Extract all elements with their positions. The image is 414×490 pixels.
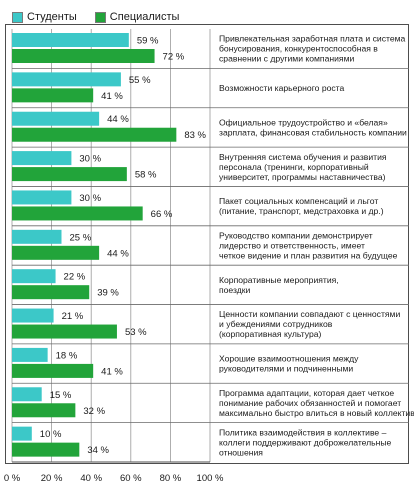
bar-students [12, 269, 56, 284]
category-label-line: Руководство компании демонстрирует [219, 231, 373, 241]
bar-students [12, 33, 129, 47]
category-label: Политика взаимодействия в коллективе – ко… [219, 427, 392, 457]
data-label: 41 % [101, 91, 123, 102]
category-label-line: поездки [219, 285, 251, 295]
legend-swatch-students [12, 11, 23, 23]
data-label: 39 % [97, 288, 119, 299]
bar-specialists [12, 245, 100, 260]
bar-specialists [12, 206, 143, 221]
category-label-line: университет, программы наставничества) [219, 172, 386, 182]
bar-students [12, 151, 72, 166]
data-label: 15 % [50, 390, 72, 401]
bar-specialists [12, 324, 117, 339]
bar-specialists [12, 285, 90, 300]
category-label-line: (корпоративная культура) [219, 329, 322, 339]
category-label-line: руководителями и подчиненными [219, 364, 353, 374]
category-label-line: и убеждениями сотрудников [219, 319, 333, 329]
category-label-line: отношения [219, 447, 263, 457]
legend: Студенты Специалисты [12, 10, 197, 24]
category-label-line: сравнении с другими компаниями [219, 54, 354, 64]
x-tick-label: 60 % [120, 473, 142, 484]
data-label: 44 % [107, 114, 129, 125]
category-label-line: Ценности компании совпадают с ценностями [219, 309, 400, 319]
data-label: 58 % [135, 170, 157, 181]
category-label: Программа адаптации, которая дает четкое… [219, 388, 414, 418]
bar-specialists [12, 363, 94, 378]
x-tick-label: 20 % [41, 473, 63, 484]
bar-specialists [12, 442, 80, 457]
category-label-line: коллеги поддерживают доброжелательные [219, 437, 392, 447]
category-label-line: лидерство и ответственность, имеет [219, 241, 365, 251]
category-label-line: Программа адаптации, которая дает четкое [219, 388, 394, 398]
data-label: 66 % [151, 209, 173, 220]
category-label-line: зарплата, финансовая стабильность компан… [219, 127, 407, 137]
legend-label-students: Студенты [27, 11, 77, 23]
chart-frame [5, 24, 409, 464]
data-label: 59 % [137, 36, 159, 47]
bar-specialists [12, 88, 94, 103]
category-label-line: Официальное трудоустройство и «белая» [219, 117, 388, 127]
x-tick-label: 80 % [160, 473, 182, 484]
category-label-line: понимание рабочих обязанностей и помогае… [219, 398, 401, 408]
category-label: Официальное трудоустройство и «белая» зар… [219, 117, 407, 137]
bar-specialists [12, 49, 155, 63]
category-label-line: бонусирования, конкурентоспособная в [219, 44, 378, 54]
category-label-line: персонала (тренинги, корпоративный [219, 162, 369, 172]
data-label: 53 % [125, 327, 147, 338]
legend-swatch-specialists [94, 11, 106, 23]
data-label: 22 % [64, 272, 86, 283]
bar-students [12, 347, 48, 362]
category-label-line: Политика взаимодействия в коллективе – [219, 427, 387, 437]
data-label: 10 % [40, 429, 62, 440]
category-label: Ценности компании совпадают с ценностями… [219, 309, 400, 339]
category-label-line: Возможности карьерного роста [219, 83, 345, 93]
bar-students [12, 72, 121, 87]
category-label-line: Пакет социальных компенсаций и льгот [219, 196, 378, 206]
x-tick-label: 40 % [80, 473, 102, 484]
category-label-line: Внутренняя система обучения и развития [219, 152, 387, 162]
bar-students [12, 190, 72, 205]
legend-item-specialists: Специалисты [94, 11, 180, 23]
bar-students [12, 387, 42, 402]
category-label: Привлекательная заработная плата и систе… [219, 34, 406, 64]
data-label: 41 % [101, 366, 123, 377]
legend-label-specialists: Специалисты [109, 11, 180, 23]
x-tick-label: 0 % [4, 473, 21, 484]
data-label: 55 % [129, 75, 151, 86]
data-label: 25 % [70, 232, 92, 243]
category-label: Хорошие взаимоотношения между руководител… [219, 354, 359, 374]
x-tick-label: 100 % [197, 473, 224, 484]
bar-specialists [12, 127, 177, 142]
bar-students [12, 308, 54, 323]
category-label: Внутренняя система обучения и развития пе… [219, 152, 387, 182]
category-label-line: Корпоративные мероприятия, [219, 275, 339, 285]
data-label: 44 % [107, 248, 129, 259]
category-label: Пакет социальных компенсаций и льгот (пит… [219, 196, 384, 216]
bar-specialists [12, 167, 127, 182]
bar-students [12, 426, 32, 441]
legend-item-students: Студенты [12, 11, 77, 23]
category-label-line: четкое видение и план развития на будуще… [219, 251, 398, 261]
data-label: 21 % [62, 311, 84, 322]
data-label: 30 % [79, 154, 101, 165]
category-label-line: Хорошие взаимоотношения между [219, 354, 359, 364]
bar-students [12, 111, 100, 126]
category-label: Руководство компании демонстрирует лидерс… [219, 231, 398, 261]
data-label: 30 % [79, 193, 101, 204]
data-label: 18 % [56, 350, 78, 361]
category-label-line: (питание, транспорт, медстраховка и др.) [219, 206, 384, 216]
category-label: Возможности карьерного роста [219, 83, 345, 93]
category-label-line: максимально быстро влиться в новый колле… [219, 408, 414, 418]
category-label-line: Привлекательная заработная плата и систе… [219, 34, 406, 44]
category-label: Корпоративные мероприятия, поездки [219, 275, 339, 295]
data-label: 32 % [83, 406, 105, 417]
data-label: 72 % [163, 52, 185, 63]
data-label: 83 % [184, 130, 206, 141]
bar-students [12, 229, 62, 244]
data-label: 34 % [87, 445, 109, 456]
bar-specialists [12, 403, 76, 418]
